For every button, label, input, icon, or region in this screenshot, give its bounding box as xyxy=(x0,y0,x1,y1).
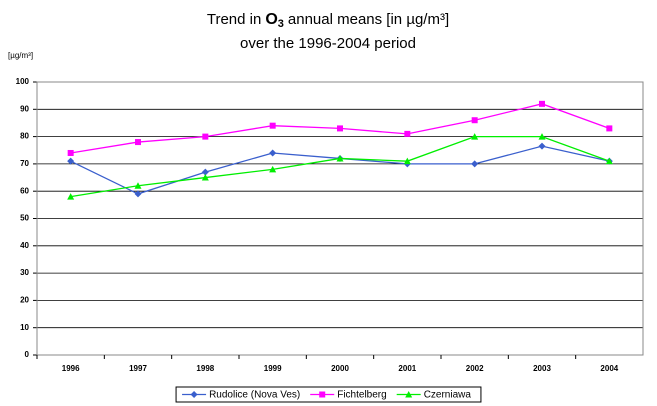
marker xyxy=(538,142,546,150)
marker xyxy=(269,165,277,173)
marker xyxy=(269,149,277,157)
x-tick-label: 2002 xyxy=(466,364,484,373)
title-part: Trend in xyxy=(207,11,261,28)
chart-subtitle: over the 1996-2004 period xyxy=(240,35,416,52)
y-tick-label: 80 xyxy=(20,132,29,141)
y-tick-label: 70 xyxy=(20,159,29,168)
marker xyxy=(337,125,343,132)
x-tick-label: 2000 xyxy=(331,364,349,373)
series-line xyxy=(70,145,610,195)
y-tick-label: 0 xyxy=(25,350,30,359)
x-tick-label: 2003 xyxy=(533,364,551,373)
y-tick-label: 60 xyxy=(20,186,29,195)
marker xyxy=(269,122,276,129)
marker xyxy=(67,193,75,200)
legend-label: Fichtelberg xyxy=(337,390,386,401)
marker xyxy=(336,154,344,162)
legend: Rudolice (Nova Ves) Fichtelberg Czerniawa xyxy=(175,386,482,403)
marker xyxy=(201,168,209,176)
y-tick-label: 30 xyxy=(20,268,29,277)
legend-label: Czerniawa xyxy=(424,390,472,401)
marker xyxy=(471,117,478,124)
marker xyxy=(319,391,326,398)
series-line xyxy=(70,135,610,198)
y-tick-label: 100 xyxy=(16,77,30,86)
marker xyxy=(135,139,141,146)
legend-item: Rudolice (Nova Ves) xyxy=(182,390,300,401)
marker xyxy=(67,149,74,156)
marker xyxy=(403,157,411,165)
x-tick-label: 1996 xyxy=(62,364,80,373)
x-tick-label: 2004 xyxy=(600,364,618,373)
y-tick-label: 90 xyxy=(20,104,29,113)
title-part: 3 xyxy=(278,18,284,30)
y-axis-label: [µg/m³] xyxy=(8,51,33,60)
marker xyxy=(404,130,411,137)
y-tick-label: 50 xyxy=(20,214,29,223)
marker xyxy=(67,157,75,165)
marker xyxy=(202,133,209,140)
marker xyxy=(405,391,413,398)
marker xyxy=(201,174,209,181)
legend-item: Czerniawa xyxy=(396,390,472,401)
marker xyxy=(539,100,545,107)
chart-title: Trend in O3 annual means [in µg/m³] xyxy=(207,11,449,30)
title-part: O xyxy=(265,11,277,28)
marker xyxy=(471,133,479,140)
x-tick-label: 2001 xyxy=(398,364,416,373)
title-part: annual means [in µg/m³] xyxy=(288,11,449,28)
legend-item: Fichtelberg xyxy=(310,390,387,401)
marker xyxy=(134,182,142,189)
x-tick-label: 1997 xyxy=(129,364,147,373)
x-tick-label: 1999 xyxy=(264,364,282,373)
legend-label: Rudolice (Nova Ves) xyxy=(209,390,300,401)
marker xyxy=(190,391,198,398)
y-tick-label: 40 xyxy=(20,241,29,250)
marker xyxy=(471,160,479,168)
y-tick-label: 10 xyxy=(20,323,29,332)
marker xyxy=(538,133,546,140)
y-tick-label: 20 xyxy=(20,296,29,305)
x-tick-label: 1998 xyxy=(196,364,214,373)
marker xyxy=(606,125,613,132)
marker xyxy=(134,190,142,198)
plot-border xyxy=(36,81,644,356)
marker xyxy=(605,157,613,165)
